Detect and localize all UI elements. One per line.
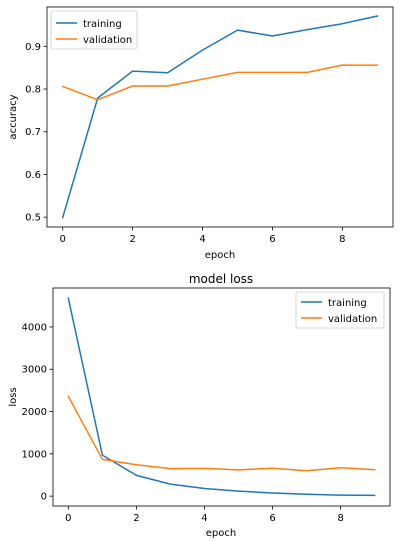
y-axis-label: loss (8, 387, 19, 406)
x-tick-label: 0 (65, 513, 71, 524)
series-line-training (61, 15, 379, 219)
legend: training validation (295, 291, 385, 329)
series-line-validation (67, 395, 376, 472)
x-tick-label: 2 (133, 513, 139, 524)
x-tick-label: 8 (337, 513, 343, 524)
plot-lines (61, 15, 379, 219)
y-tick-label: 0.5 (25, 213, 41, 224)
x-tick-label: 6 (269, 513, 275, 524)
axis-ticks: 0 2 4 6 8 0 1000 2000 3000 4000 (22, 322, 344, 524)
accuracy-chart: 0 2 4 6 8 0.5 0.6 0.7 0.8 0.9 epoch accuracy trai… (8, 6, 394, 261)
x-tick-label: 2 (129, 234, 135, 245)
y-tick-label: 0.8 (25, 85, 41, 96)
x-tick-label: 6 (269, 234, 275, 245)
x-axis-label: epoch (205, 250, 235, 261)
x-axis-label: epoch (206, 528, 236, 539)
legend-label-validation: validation (328, 314, 377, 325)
y-tick-label: 0.7 (25, 127, 41, 138)
x-tick-label: 8 (339, 234, 345, 245)
plot-area-frame (46, 6, 394, 228)
legend-box (295, 291, 385, 329)
series-line-training (67, 297, 376, 497)
y-tick-label: 0 (41, 492, 47, 503)
plot-area-frame (52, 287, 391, 507)
x-tick-label: 4 (201, 513, 207, 524)
axis-ticks: 0 2 4 6 8 0.5 0.6 0.7 0.8 0.9 (25, 42, 345, 245)
legend-label-training: training (83, 19, 122, 30)
y-axis-label: accuracy (8, 94, 19, 139)
x-tick-label: 0 (60, 234, 66, 245)
legend-label-training: training (328, 298, 367, 309)
y-tick-label: 0.9 (25, 42, 41, 53)
y-tick-label: 4000 (22, 322, 47, 333)
chart-title: model loss (189, 272, 253, 286)
x-tick-label: 4 (199, 234, 205, 245)
y-tick-label: 3000 (22, 365, 47, 376)
legend: training validation (50, 10, 138, 50)
legend-label-validation: validation (83, 35, 132, 46)
y-tick-label: 2000 (22, 407, 47, 418)
series-line-validation (61, 64, 379, 101)
plot-lines (67, 297, 376, 497)
y-tick-label: 1000 (22, 449, 47, 460)
y-tick-label: 0.6 (25, 170, 41, 181)
